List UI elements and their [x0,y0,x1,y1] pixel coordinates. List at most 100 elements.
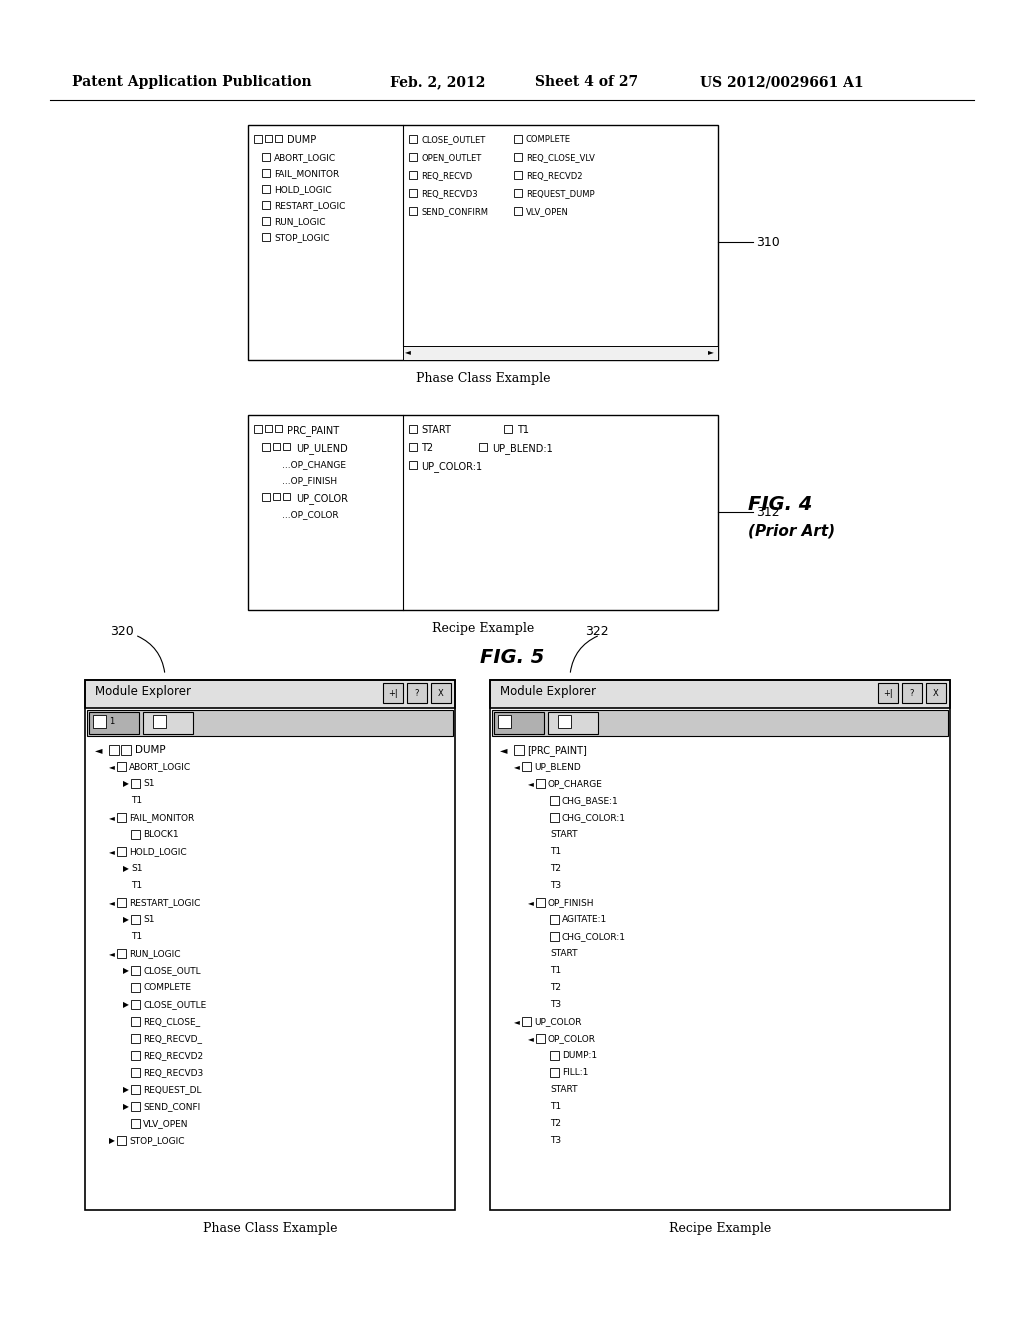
Bar [409,135,417,143]
Bar [117,1137,126,1144]
Text: 1: 1 [109,718,115,726]
Text: START: START [550,830,578,840]
Bar [514,153,522,161]
Text: ▶: ▶ [109,1137,115,1144]
Bar [383,682,403,704]
Bar [550,1051,559,1060]
Text: Sheet 4 of 27: Sheet 4 of 27 [535,75,638,88]
Bar [262,185,270,193]
Text: T1: T1 [550,847,561,855]
Bar [522,1016,531,1026]
Bar [153,715,166,729]
Text: OP_FINISH: OP_FINISH [548,898,595,907]
Text: T1: T1 [131,932,142,941]
Text: ◄: ◄ [109,949,115,958]
Bar [248,125,718,360]
Bar [131,1102,140,1111]
Text: 320: 320 [110,624,134,638]
Text: [PRC_PAINT]: [PRC_PAINT] [527,744,587,756]
Text: T2: T2 [421,444,433,453]
Text: ▶: ▶ [123,915,129,924]
Text: Phase Class Example: Phase Class Example [203,1222,337,1236]
Text: DUMP: DUMP [135,744,166,755]
Bar [262,444,270,451]
Text: REQ_RECVD_: REQ_RECVD_ [143,1034,202,1043]
Text: T1: T1 [131,796,142,805]
Bar [131,1068,140,1077]
Bar [479,444,487,451]
Bar [131,1051,140,1060]
Text: BLOCK1: BLOCK1 [143,830,178,840]
Bar [89,711,139,734]
Bar [265,135,272,143]
Bar [262,169,270,177]
Bar [273,492,280,500]
Text: FIG. 4: FIG. 4 [748,495,812,513]
Bar [117,847,126,855]
Text: T3: T3 [550,880,561,890]
Bar [275,425,282,432]
Text: OP_COLOR: OP_COLOR [548,1034,596,1043]
Bar [514,135,522,143]
Bar [85,680,455,1210]
Text: X: X [438,689,443,697]
Text: T1: T1 [517,425,529,436]
Bar [902,682,922,704]
Text: Patent Application Publication: Patent Application Publication [72,75,311,88]
Bar [283,444,290,450]
Bar [514,744,524,755]
Bar [117,949,126,958]
Text: ◄: ◄ [514,762,520,771]
Bar [409,172,417,180]
Text: (Prior Art): (Prior Art) [748,523,836,539]
Text: COMPLETE: COMPLETE [143,983,191,993]
Text: CHG_COLOR:1: CHG_COLOR:1 [562,932,626,941]
Text: RESTART_LOGIC: RESTART_LOGIC [274,201,345,210]
Text: ◄: ◄ [109,762,115,771]
Text: T2: T2 [550,983,561,993]
Text: ▶: ▶ [123,1001,129,1008]
Text: CLOSE_OUTLET: CLOSE_OUTLET [421,135,485,144]
Bar [550,1068,559,1077]
Bar [265,425,272,432]
Text: T2: T2 [550,1119,561,1129]
Bar [131,1119,140,1129]
Bar [131,966,140,975]
Text: 322: 322 [585,624,608,638]
Bar [490,680,950,1210]
Text: OP_CHARGE: OP_CHARGE [548,779,603,788]
Bar [494,711,544,734]
Text: START: START [421,425,451,436]
Bar [550,796,559,805]
Text: T1: T1 [550,966,561,975]
Bar [409,461,417,469]
Bar [131,983,140,993]
Bar [254,425,262,433]
Bar [85,680,455,708]
Text: HOLD_LOGIC: HOLD_LOGIC [274,185,332,194]
Text: HOLD_LOGIC: HOLD_LOGIC [129,847,186,855]
Text: ►: ► [708,347,714,356]
Bar [498,715,511,729]
Text: REQ_RECVD3: REQ_RECVD3 [421,189,477,198]
Text: X: X [933,689,939,697]
Text: ?: ? [909,689,914,697]
Text: ◄: ◄ [109,847,115,855]
Bar [262,216,270,224]
Text: Recipe Example: Recipe Example [432,622,535,635]
Text: UP_COLOR:1: UP_COLOR:1 [421,461,482,473]
Bar [409,444,417,451]
Bar [131,1001,140,1008]
Text: DUMP:1: DUMP:1 [562,1051,597,1060]
Text: ◄: ◄ [528,898,534,907]
Text: START: START [550,949,578,958]
Bar [273,444,280,450]
Text: REQUEST_DUMP: REQUEST_DUMP [526,189,595,198]
Text: REQ_CLOSE_VLV: REQ_CLOSE_VLV [526,153,595,162]
Text: UP_BLEND:1: UP_BLEND:1 [492,444,553,454]
Bar [409,425,417,433]
Bar [514,207,522,215]
Bar [514,172,522,180]
Bar [109,744,119,755]
Bar [131,779,140,788]
